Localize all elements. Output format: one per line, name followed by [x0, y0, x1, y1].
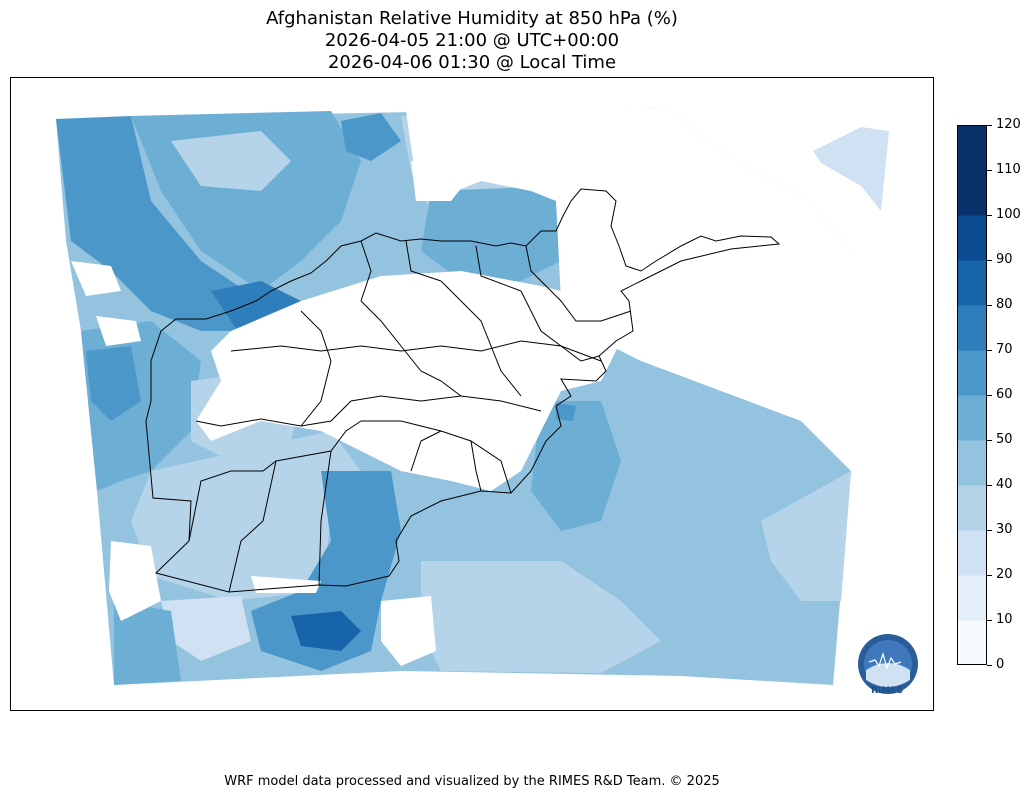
colorbar-tick-mark — [987, 305, 992, 306]
colorbar-tick-label: 60 — [996, 387, 1013, 402]
colorbar-tick-label: 50 — [996, 432, 1013, 447]
colorbar-bin — [957, 395, 987, 441]
province-line-11 — [360, 240, 632, 322]
no-data-sw-patch — [109, 541, 161, 621]
colorbar-tick-mark — [987, 260, 992, 261]
province-line-7 — [300, 310, 332, 427]
colorbar-tick-mark — [987, 530, 992, 531]
rimes-logo-text: RIMES — [871, 686, 903, 696]
map-title-line3: 2026-04-06 01:30 @ Local Time — [327, 52, 617, 73]
colorbar-tick-mark — [987, 215, 992, 216]
colorbar-tick-label: 120 — [996, 117, 1021, 132]
colorbar-tick-label: 110 — [996, 162, 1021, 177]
nw-light-band — [171, 131, 291, 191]
colorbar-bin — [957, 170, 987, 216]
colorbar-border — [957, 125, 987, 665]
country-outline — [145, 188, 781, 593]
colorbar-bin — [957, 575, 987, 621]
humidity-map — [56, 107, 889, 685]
colorbar-tick-mark — [987, 170, 992, 171]
south-light-zone — [421, 561, 661, 673]
colorbar-tick-label: 70 — [996, 342, 1013, 357]
map-title-line1: Afghanistan Relative Humidity at 850 hPa… — [266, 8, 678, 29]
se-light-zone — [761, 471, 851, 601]
colorbar-tick-mark — [987, 575, 992, 576]
province-line-8 — [360, 300, 462, 397]
no-data-west-small-2 — [96, 316, 141, 346]
colorbar-tick-label: 100 — [996, 207, 1021, 222]
colorbar-tick-label: 80 — [996, 297, 1013, 312]
province-line-9 — [440, 280, 522, 397]
map-title-line2: 2026-04-05 21:00 @ UTC+00:00 — [324, 30, 620, 51]
no-data-north-patch — [411, 161, 471, 201]
province-boundaries — [145, 188, 781, 593]
colorbar-bin — [957, 215, 987, 261]
colorbar-tick-label: 20 — [996, 567, 1013, 582]
colorbar-tick-mark — [987, 665, 992, 666]
province-line-12 — [410, 430, 482, 492]
east-dark-pocket — [556, 403, 576, 421]
province-line-6 — [230, 340, 602, 362]
colorbar-bin — [957, 305, 987, 351]
nw-dark-band — [56, 116, 301, 331]
colorbar — [957, 125, 987, 665]
colorbar-tick-label: 10 — [996, 612, 1013, 627]
ne-patch — [813, 127, 889, 211]
north-dark-pocket — [341, 113, 401, 161]
province-line-4 — [361, 420, 512, 494]
colorbar-bin — [957, 440, 987, 486]
colorbar-tick-mark — [987, 125, 992, 126]
colorbar-tick-label: 90 — [996, 252, 1013, 267]
west-dark-zone — [86, 346, 141, 421]
colorbar-tick-label: 40 — [996, 477, 1013, 492]
no-data-afghan-core — [196, 271, 621, 491]
colorbar-tick-label: 0 — [996, 657, 1005, 672]
sw-dark-zone — [251, 471, 401, 671]
north-mid-zone — [421, 186, 561, 281]
sw-darker-core — [291, 611, 361, 651]
footer-credit: WRF model data processed and visualized … — [224, 774, 720, 789]
colorbar-tick-mark — [987, 440, 992, 441]
no-data-south-patch — [381, 596, 436, 666]
map-frame — [10, 77, 934, 711]
colorbar-tick-mark — [987, 350, 992, 351]
sw-light-zone — [131, 431, 361, 601]
sw-edge-mid — [114, 601, 181, 685]
province-line-5 — [195, 395, 542, 427]
colorbar-bin — [957, 125, 987, 171]
no-data-west-small — [71, 261, 121, 296]
province-line-3 — [318, 450, 332, 586]
colorbar-bin — [957, 620, 987, 665]
colorbar-bin — [957, 530, 987, 576]
province-line-10 — [520, 290, 600, 362]
no-data-north — [406, 107, 851, 471]
colorbar-bin — [957, 260, 987, 306]
province-line-1 — [188, 420, 362, 542]
colorbar-tick-mark — [987, 620, 992, 621]
colorbar-tick-mark — [987, 395, 992, 396]
colorbar-tick-label: 30 — [996, 522, 1013, 537]
colorbar-tick-mark — [987, 485, 992, 486]
colorbar-bin — [957, 350, 987, 396]
sw-light-patch — [161, 596, 251, 661]
province-line-2 — [228, 460, 277, 593]
rimes-logo — [858, 634, 918, 694]
colorbar-bin — [957, 485, 987, 531]
